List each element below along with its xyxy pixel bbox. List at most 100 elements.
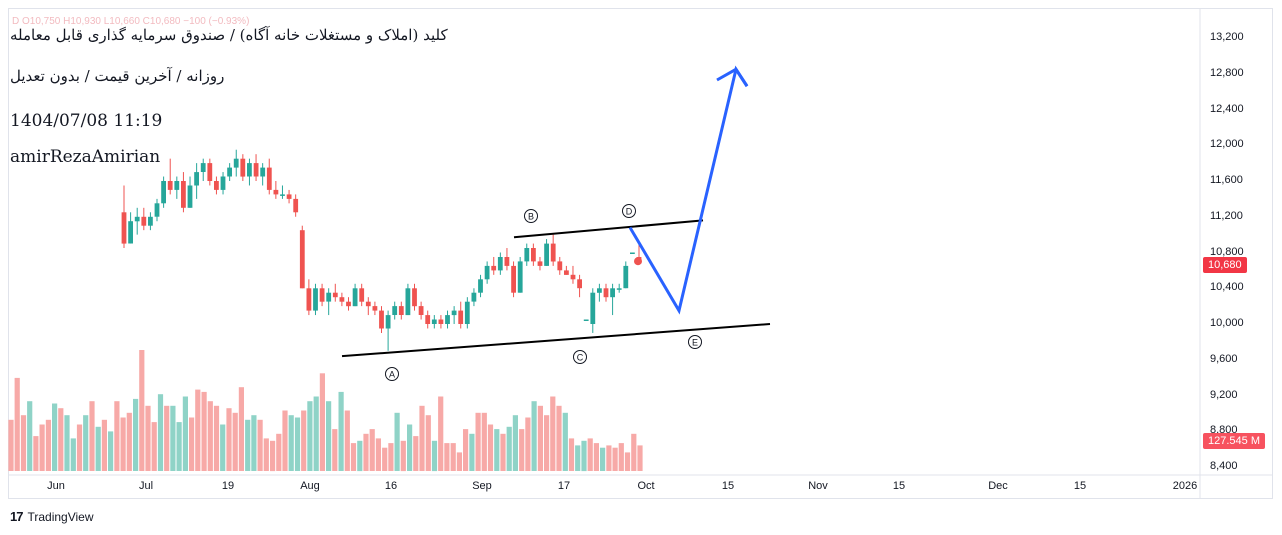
candle (577, 274, 582, 298)
candle (564, 265, 569, 275)
candle (266, 158, 272, 195)
candle (346, 297, 351, 311)
candle (280, 185, 285, 199)
ohlc-strip: D O10,750 H10,930 L10,660 C10,680 −100 (… (12, 16, 250, 27)
volume-bar (101, 419, 107, 471)
volume-bar (394, 412, 400, 471)
volume-bar (226, 408, 232, 471)
candle (458, 301, 464, 329)
price-tick-label: 11,600 (1210, 174, 1243, 186)
volume-bar (238, 387, 244, 471)
volume-bar (220, 424, 226, 471)
candle (194, 163, 199, 199)
volume-badge: 127.545 M (1203, 433, 1265, 449)
wave-label-a[interactable]: A (385, 367, 399, 381)
volume-bar (251, 415, 257, 471)
candle (511, 261, 516, 298)
time-tick-label: Sep (472, 480, 492, 492)
candle (286, 189, 292, 204)
projection-arrowhead (716, 67, 749, 87)
price-tick-label: 8,400 (1210, 460, 1238, 472)
volume-bar (612, 447, 618, 471)
volume-bar (562, 412, 568, 471)
volume-bar (213, 405, 220, 471)
volume-bar (313, 396, 319, 471)
candle (227, 163, 232, 181)
candle (207, 158, 213, 186)
volume-bar (481, 412, 487, 471)
volume-bar (294, 417, 301, 471)
time-tick-label: Nov (808, 480, 828, 492)
candle (365, 297, 371, 316)
candle (445, 310, 450, 329)
tradingview-logo-text: TradingView (27, 509, 94, 524)
candle (504, 248, 510, 271)
candle (299, 225, 305, 289)
time-tick-label: Jul (138, 480, 154, 492)
drawings[interactable]: A B C D E (341, 65, 771, 381)
volume-bar (201, 391, 207, 471)
price-tick-label: 13,200 (1210, 31, 1244, 43)
time-tick-label: 19 (221, 480, 235, 492)
candle (359, 283, 365, 307)
candle (260, 163, 266, 186)
volume-bar (600, 447, 606, 471)
volume-bar (64, 415, 70, 471)
volume-bar (500, 433, 506, 471)
candle (451, 306, 457, 324)
volume-bar (581, 440, 587, 472)
wave-label-d[interactable]: D (622, 204, 636, 218)
volume-bar (400, 440, 406, 472)
volume-bar (14, 377, 20, 471)
upper-trendline[interactable] (513, 219, 704, 239)
wave-label-c[interactable]: C (573, 350, 587, 364)
price-tick-label: 9,600 (1210, 352, 1238, 365)
candle (597, 283, 602, 302)
volume-bar (45, 419, 51, 471)
volume-bar (108, 431, 114, 471)
candle (134, 207, 140, 235)
candle (630, 252, 635, 254)
price-tick-label: 11,200 (1210, 209, 1243, 222)
candle (623, 261, 629, 289)
volume-bar (438, 396, 444, 471)
candle (570, 265, 576, 284)
price-tick-label: 10,800 (1210, 245, 1244, 258)
volume-bar (531, 401, 537, 471)
candle (431, 315, 437, 329)
price-tick-label: 12,000 (1210, 138, 1244, 151)
tradingview-logo[interactable]: 17 TradingView (10, 509, 94, 524)
volume-bar (58, 408, 64, 471)
volume-bar (195, 389, 201, 471)
volume-bar (120, 417, 126, 471)
volume-bar (319, 373, 325, 471)
candle (128, 212, 133, 244)
time-tick-label: Jun (47, 480, 65, 492)
candle (181, 172, 186, 213)
volume-bar (301, 410, 307, 471)
volume-bar (145, 405, 151, 471)
projection-path[interactable] (628, 65, 749, 315)
volume-bar (537, 405, 543, 471)
volume-bar (95, 426, 101, 471)
wave-label-e[interactable]: E (688, 335, 702, 349)
price-tick-label: 12,800 (1210, 66, 1244, 79)
lower-trendline[interactable] (341, 323, 771, 358)
volume-bar (170, 405, 176, 471)
candle (544, 239, 549, 266)
volume-bar (388, 443, 394, 471)
volume-bar (20, 415, 27, 471)
candle (478, 274, 483, 298)
volume-bar (52, 403, 58, 471)
candle (497, 252, 503, 275)
wave-label-b[interactable]: B (524, 209, 538, 223)
candle (537, 256, 543, 271)
time-tick-label: 15 (721, 480, 735, 492)
candle (385, 310, 391, 351)
volume-bar (369, 429, 375, 471)
volume-bar (568, 438, 575, 471)
time-tick-label: 15 (892, 480, 906, 492)
volume-bar (350, 443, 357, 471)
candle (524, 243, 530, 266)
